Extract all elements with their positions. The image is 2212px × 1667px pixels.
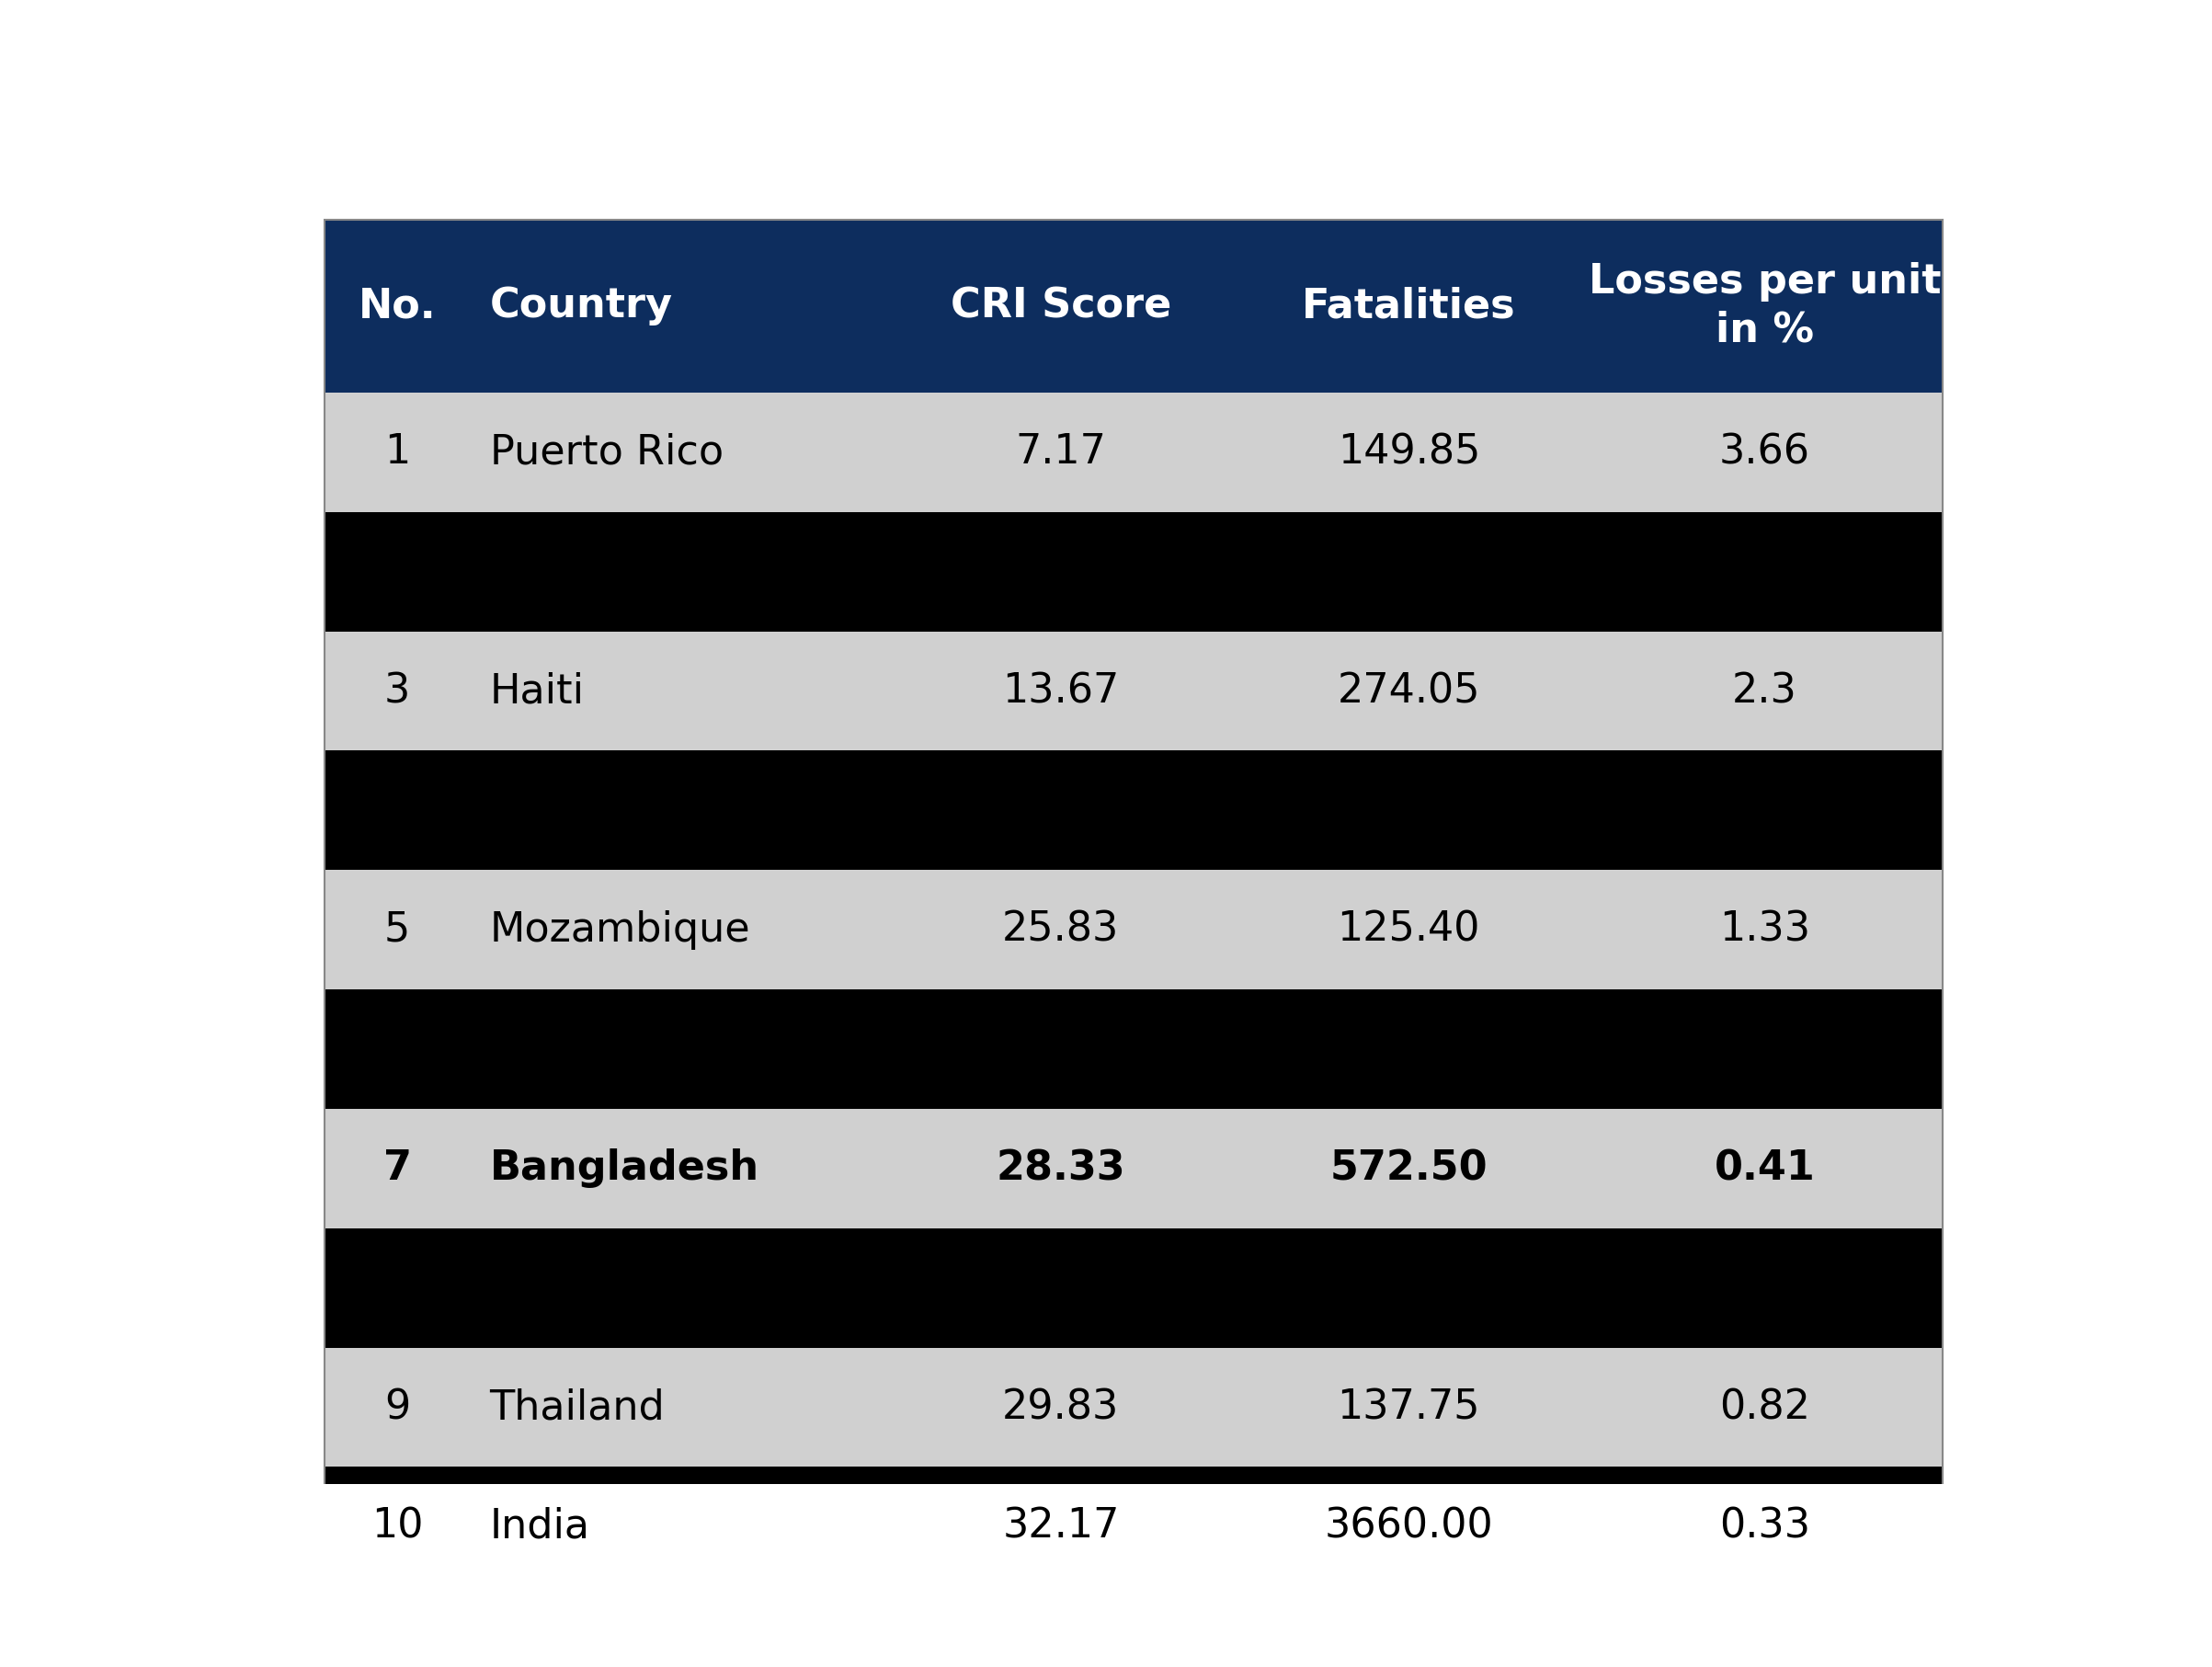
Text: 1.33: 1.33 xyxy=(1719,910,1809,950)
Text: 6748.33: 6748.33 xyxy=(1325,552,1493,592)
Bar xyxy=(325,632,1942,750)
Text: Bahamas: Bahamas xyxy=(489,1029,679,1069)
Bar xyxy=(325,750,1942,870)
Text: India: India xyxy=(489,1507,591,1547)
Bar xyxy=(325,512,1942,632)
Text: 274.05: 274.05 xyxy=(1338,672,1480,710)
Text: 4.58: 4.58 xyxy=(1719,1029,1809,1069)
Text: Haiti: Haiti xyxy=(489,672,584,710)
Bar xyxy=(325,1347,1942,1467)
Text: 5: 5 xyxy=(385,910,409,950)
Text: 10: 10 xyxy=(372,1507,422,1547)
Text: 0.82: 0.82 xyxy=(1719,1387,1809,1427)
Text: 4: 4 xyxy=(385,790,409,830)
Text: 19.17: 19.17 xyxy=(1002,790,1119,830)
Bar xyxy=(325,1229,1942,1347)
Text: 3.66: 3.66 xyxy=(1719,432,1809,472)
Text: Puerto Rico: Puerto Rico xyxy=(489,432,723,472)
Text: Philippines: Philippines xyxy=(489,790,710,830)
Text: 8.67: 8.67 xyxy=(1015,552,1106,592)
Text: Myanmar: Myanmar xyxy=(489,552,681,592)
Text: CRI Score: CRI Score xyxy=(951,287,1172,325)
Text: 0.33: 0.33 xyxy=(1719,1507,1809,1547)
Text: 0.41: 0.41 xyxy=(1714,1149,1816,1189)
Text: 572.50: 572.50 xyxy=(1329,1149,1489,1189)
Text: 4.90: 4.90 xyxy=(1363,1029,1453,1069)
Bar xyxy=(325,220,1942,392)
Text: 25.83: 25.83 xyxy=(1002,910,1119,950)
Text: 28.83: 28.83 xyxy=(1002,1269,1119,1307)
Text: Mozambique: Mozambique xyxy=(489,910,750,950)
Text: No.: No. xyxy=(358,287,436,325)
Text: 7.17: 7.17 xyxy=(1015,432,1106,472)
Text: 8: 8 xyxy=(385,1269,409,1307)
Bar xyxy=(325,1109,1942,1229)
Text: 854.35: 854.35 xyxy=(1338,790,1480,830)
Text: 0.52: 0.52 xyxy=(1719,1269,1809,1307)
Text: 125.40: 125.40 xyxy=(1338,910,1480,950)
Bar xyxy=(325,870,1942,990)
Text: Pakistan: Pakistan xyxy=(489,1269,661,1307)
Text: 0.54: 0.54 xyxy=(1719,790,1809,830)
Text: 149.85: 149.85 xyxy=(1338,432,1480,472)
Text: 3660.00: 3660.00 xyxy=(1325,1507,1493,1547)
Bar xyxy=(325,393,1942,512)
Text: Bangladesh: Bangladesh xyxy=(489,1149,759,1189)
Text: 29.83: 29.83 xyxy=(1002,1387,1119,1427)
Text: 1: 1 xyxy=(385,432,409,472)
Text: Thailand: Thailand xyxy=(489,1387,666,1427)
Text: 3: 3 xyxy=(385,672,411,710)
Text: 523.10: 523.10 xyxy=(1338,1269,1480,1307)
Text: 2.3: 2.3 xyxy=(1732,672,1798,710)
Text: 28.33: 28.33 xyxy=(995,1149,1126,1189)
Text: 6: 6 xyxy=(385,1029,409,1069)
Text: Losses per unit
in %: Losses per unit in % xyxy=(1588,262,1942,350)
Text: 7: 7 xyxy=(383,1149,411,1189)
Text: Fatalities: Fatalities xyxy=(1303,287,1515,325)
Text: 26.67: 26.67 xyxy=(1002,1029,1119,1069)
Text: 32.17: 32.17 xyxy=(1002,1507,1119,1547)
Text: 2: 2 xyxy=(385,552,411,592)
Bar xyxy=(325,990,1942,1109)
Text: Country: Country xyxy=(489,287,672,325)
Text: 9: 9 xyxy=(385,1387,409,1427)
Text: 13.67: 13.67 xyxy=(1002,672,1119,710)
Text: 0.52: 0.52 xyxy=(1719,552,1809,592)
Bar xyxy=(325,1467,1942,1587)
Text: 137.75: 137.75 xyxy=(1338,1387,1480,1427)
